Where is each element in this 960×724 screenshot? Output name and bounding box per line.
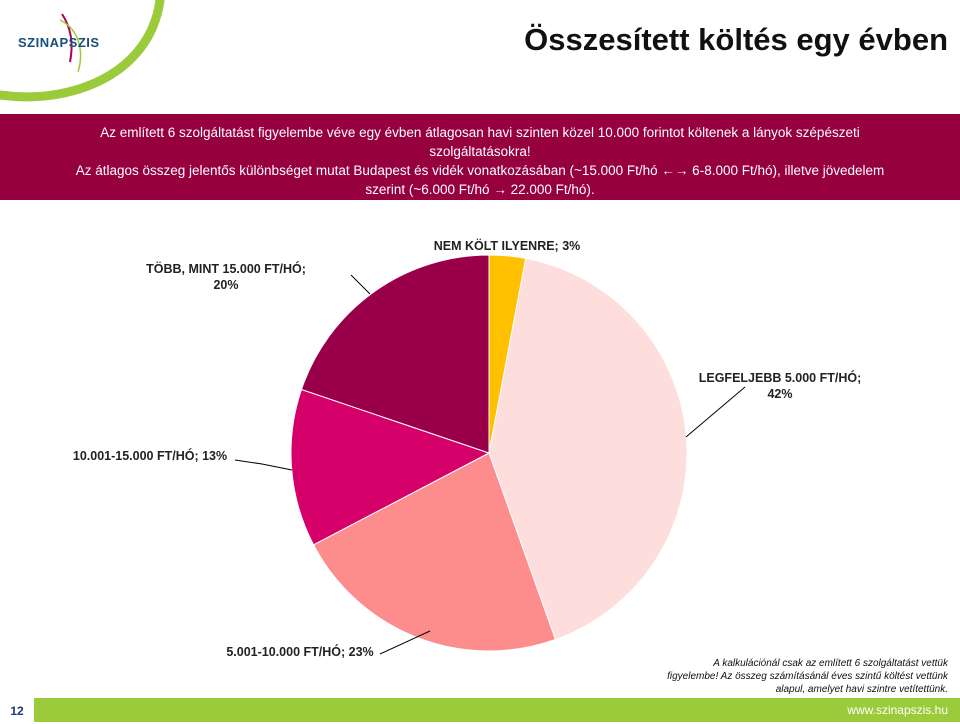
svg-text:SZINAPSZIS: SZINAPSZIS [18, 35, 100, 50]
slice-label: TÖBB, MINT 15.000 FT/HÓ; 20% [146, 261, 306, 292]
footnote-line: alapul, amelyet havi szintre vetítettünk… [775, 684, 948, 695]
pie-slice [300, 254, 490, 454]
slice-label: LEGFELJEBB 5.000 FT/HÓ; 42% [699, 370, 862, 401]
summary-banner: Az említett 6 szolgáltatást figyelembe v… [0, 114, 960, 200]
banner-line: Az átlagos összeg jelentős különbséget m… [75, 163, 885, 178]
page-title: Összesített költés egy évben [524, 22, 948, 57]
leader-line [350, 274, 371, 295]
logo-graphic: SZINAPSZIS [0, 0, 165, 102]
leader-line [685, 386, 746, 438]
website-link[interactable]: www.szinapszis.hu [847, 703, 948, 717]
pie-slice [488, 257, 688, 641]
banner-line: szerint (~6.000 Ft/hó → 22.000 Ft/hó). [365, 182, 595, 197]
footer-bar [0, 698, 960, 722]
footnote-line: figyelembe! Az összeg számításánál éves … [667, 671, 948, 682]
slice-label: NEM KÖLT ILYENRE; 3% [434, 238, 581, 253]
banner-line: Az említett 6 szolgáltatást figyelembe v… [100, 125, 860, 140]
page-number: 12 [0, 698, 34, 722]
banner-line: szolgáltatásokra! [429, 144, 531, 159]
slice-label: 5.001-10.000 FT/HÓ; 23% [226, 644, 373, 659]
footnote-line: A kalkulációnál csak az említett 6 szolg… [713, 658, 948, 669]
logo: SZINAPSZIS [0, 0, 170, 110]
slice-label: 10.001-15.000 FT/HÓ; 13% [73, 448, 227, 463]
footnote: A kalkulációnál csak az említett 6 szolg… [648, 657, 948, 696]
leader-line [234, 459, 293, 471]
leader-line [379, 630, 431, 655]
pie-chart: NEM KÖLT ILYENRE; 3% LEGFELJEBB 5.000 FT/… [73, 238, 862, 659]
pie-slice [290, 388, 491, 546]
